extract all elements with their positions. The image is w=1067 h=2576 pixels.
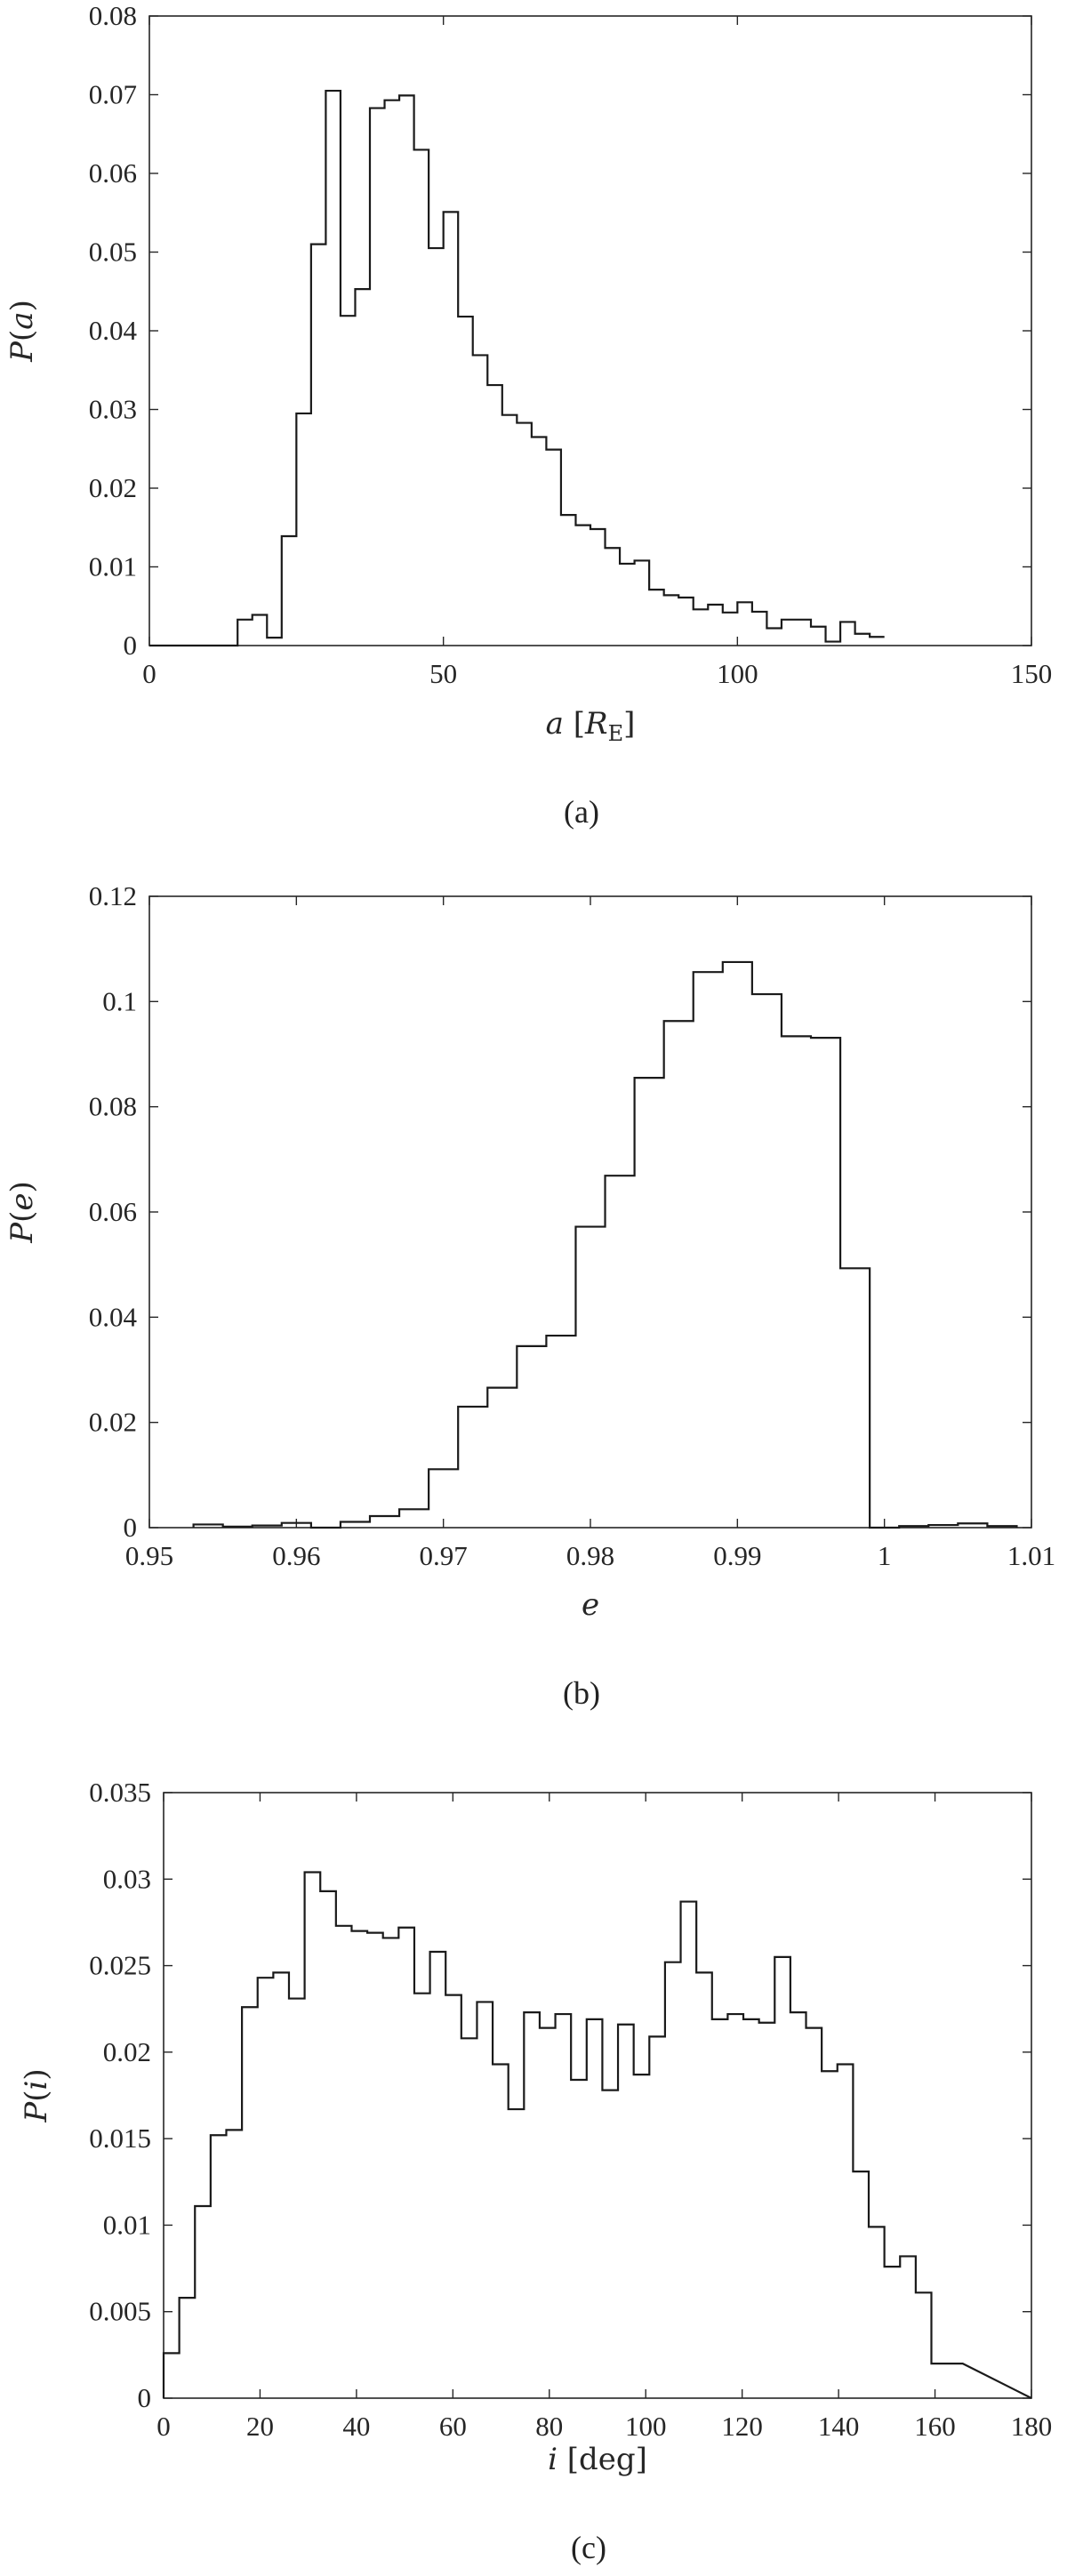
x-tick-label-a: 150: [1011, 658, 1053, 689]
histogram-c: 0 20 40 60 80 100 120 140 160 180 0 0.005 0.01 0.015 0…: [19, 1777, 1053, 2565]
x-tick-label-c: 80: [535, 2411, 563, 2442]
y-tick-label-a: 0.05: [89, 237, 137, 268]
panel-caption-a: (a): [564, 794, 599, 830]
y-tick-label-b: 0.06: [89, 1196, 137, 1227]
x-tick-label-a: 100: [717, 658, 758, 689]
y-tick-label-b: 0.12: [89, 880, 137, 911]
y-tick-label-b: 0.02: [89, 1407, 137, 1438]
y-axis-label-c: P(i): [19, 2068, 54, 2123]
x-axis-label-c: i [deg]: [548, 2442, 647, 2477]
histogram-a: 0 50 100 150 0 0.01 0.02 0.03 0.04 0.05 0.06 0.07 0.…: [4, 0, 1053, 830]
y-tick-label-a: 0.01: [89, 551, 137, 582]
panel-b: 0.95 0.96 0.97 0.98 0.99 1 1.01 0 0.02 0.04 0.06 0.…: [0, 859, 1067, 1718]
y-tick-label-c: 0.02: [103, 2036, 151, 2067]
panel-a: 0 50 100 150 0 0.01 0.02 0.03 0.04 0.05 0.06 0.07 0.…: [0, 0, 1067, 859]
x-axis-label-a: a [RE]: [546, 706, 636, 746]
x-tick-label-c: 20: [246, 2411, 274, 2442]
panel-caption-b: (b): [563, 1675, 600, 1711]
x-tick-label-b: 0.95: [125, 1540, 173, 1571]
y-tick-label-c: 0.005: [89, 2296, 151, 2327]
x-tick-label-b: 1: [878, 1540, 892, 1571]
panel-c: 0 20 40 60 80 100 120 140 160 180 0 0.005 0.01 0.015 0…: [0, 1718, 1067, 2576]
x-tick-label-c: 100: [625, 2411, 667, 2442]
x-axis-label-b: e: [582, 1587, 599, 1623]
y-axis-label-a: P(a): [4, 300, 40, 363]
x-tick-label-c: 40: [342, 2411, 370, 2442]
x-tick-label-c: 0: [156, 2411, 171, 2442]
y-tick-label-a: 0.06: [89, 157, 137, 189]
plot-frame-b: [148, 895, 1032, 1529]
x-tick-label-b: 0.97: [420, 1540, 468, 1571]
x-tick-label-a: 50: [429, 658, 457, 689]
x-tick-label-b: 0.96: [272, 1540, 320, 1571]
x-tick-label-c: 140: [818, 2411, 860, 2442]
x-tick-label-b: 0.98: [566, 1540, 614, 1571]
y-tick-label-a: 0.08: [89, 0, 137, 31]
plot-frame-c: [163, 1792, 1032, 2399]
y-tick-label-c: 0.035: [89, 1777, 151, 1808]
x-tick-label-b: 1.01: [1007, 1540, 1055, 1571]
panel-caption-c: (c): [571, 2530, 606, 2565]
histogram-step-line-b: [192, 960, 1018, 1529]
y-tick-label-b: 0.1: [102, 985, 137, 1016]
y-tick-label-c: 0.03: [103, 1863, 151, 1894]
y-tick-label-a: 0.02: [89, 472, 137, 503]
y-tick-label-b: 0.08: [89, 1091, 137, 1122]
y-tick-label-c: 0: [138, 2382, 152, 2413]
y-tick-label-c: 0.01: [103, 2209, 151, 2240]
y-tick-label-c: 0.025: [89, 1950, 151, 1981]
x-tick-label-c: 60: [439, 2411, 467, 2442]
y-tick-label-b: 0.04: [89, 1301, 138, 1332]
x-tick-label-c: 120: [721, 2411, 763, 2442]
histogram-step-line-a: [149, 89, 885, 647]
y-tick-label-c: 0.015: [89, 2123, 151, 2154]
y-tick-label-a: 0.04: [89, 315, 138, 346]
y-tick-label-b: 0: [124, 1512, 138, 1543]
y-tick-label-a: 0.03: [89, 394, 137, 425]
x-tick-label-c: 160: [914, 2411, 956, 2442]
y-axis-label-b: P(e): [4, 1181, 40, 1244]
y-tick-label-a: 0.07: [89, 79, 137, 110]
x-tick-label-b: 0.99: [713, 1540, 761, 1571]
y-tick-label-a: 0: [124, 630, 138, 661]
histogram-step-line-c: [162, 1871, 1032, 2399]
x-tick-label-c: 180: [1011, 2411, 1053, 2442]
histogram-b: 0.95 0.96 0.97 0.98 0.99 1 1.01 0 0.02 0.04 0.06 0.…: [4, 880, 1055, 1711]
x-tick-label-a: 0: [142, 658, 156, 689]
